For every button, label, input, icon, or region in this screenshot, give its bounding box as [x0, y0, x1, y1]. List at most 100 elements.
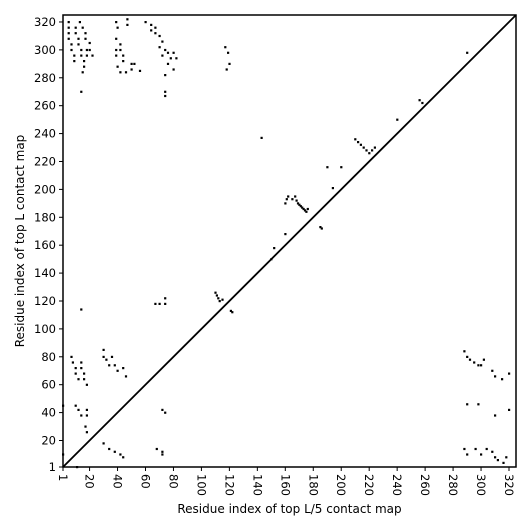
contact-point [494, 414, 497, 417]
contact-point [218, 300, 221, 303]
contact-point [85, 431, 88, 434]
contact-point [102, 442, 105, 445]
contact-point [477, 364, 480, 367]
contact-point [102, 355, 105, 358]
contact-point [77, 43, 80, 46]
contact-point [284, 233, 287, 236]
contact-point [466, 403, 469, 406]
contact-point [225, 68, 228, 71]
x-tick-label: 260 [418, 474, 432, 496]
contact-point [74, 372, 77, 375]
y-tick-label: 260 [34, 99, 56, 113]
contact-point [77, 378, 80, 381]
contact-point [260, 136, 263, 139]
y-tick-label: 40 [41, 406, 56, 420]
contact-point [319, 226, 322, 229]
contact-point [67, 26, 70, 29]
contact-point [150, 29, 153, 32]
contact-point [302, 207, 305, 211]
contact-point [70, 43, 73, 46]
contact-point [85, 54, 88, 57]
y-tick-label: 60 [41, 378, 56, 392]
contact-point [158, 302, 161, 305]
y-tick-label: 220 [34, 154, 56, 168]
contact-point [108, 447, 111, 451]
x-tick-label: 80 [166, 474, 180, 489]
contact-point [494, 456, 497, 459]
contact-point [67, 37, 70, 40]
contact-point [122, 367, 125, 370]
contact-points [62, 18, 511, 469]
contact-point [144, 21, 147, 24]
x-tick-label: 180 [306, 474, 320, 496]
contact-point [164, 90, 167, 93]
contact-point [119, 453, 122, 456]
contact-point [505, 456, 508, 459]
contact-point [85, 48, 88, 52]
y-tick-label: 300 [34, 43, 56, 57]
x-tick-label: 240 [390, 474, 404, 496]
contact-point [124, 71, 128, 74]
contact-point [138, 69, 142, 72]
contact-point [284, 202, 287, 205]
contact-point [285, 198, 288, 201]
contact-point [80, 367, 83, 370]
contact-point [164, 94, 167, 98]
contact-point [303, 209, 307, 212]
contact-point [78, 21, 81, 24]
contact-point [126, 23, 129, 26]
contact-point [88, 41, 91, 45]
contact-point [357, 141, 360, 144]
contact-point [91, 54, 94, 57]
contact-point [466, 355, 469, 358]
contact-point [418, 99, 421, 102]
contact-point [115, 48, 118, 52]
y-tick-label: 320 [34, 15, 56, 29]
x-axis-label: Residue index of top L/5 contact map [177, 502, 401, 516]
y-tick-label: 180 [34, 210, 56, 224]
contact-point [301, 206, 304, 209]
x-tick-label: 200 [334, 474, 348, 496]
y-tick-label: 240 [34, 127, 56, 141]
contact-point [108, 364, 111, 367]
contact-point [172, 68, 175, 71]
contact-point [115, 37, 118, 40]
contact-point [161, 54, 164, 57]
contact-point [482, 358, 485, 361]
contact-point [83, 60, 86, 63]
contact-point [74, 26, 77, 29]
contact-point [161, 450, 164, 453]
contact-point [154, 32, 157, 35]
contact-point [116, 65, 119, 68]
y-tick-label: 80 [41, 350, 56, 364]
contact-point [166, 51, 170, 54]
contact-point [83, 378, 86, 381]
contact-point [371, 149, 374, 152]
contact-point [340, 166, 343, 169]
x-tick-label: 160 [278, 474, 292, 496]
contact-point [468, 358, 472, 361]
contact-point [161, 453, 164, 456]
contact-point [331, 187, 334, 190]
contact-point [354, 138, 357, 141]
x-tick-label: 140 [250, 474, 264, 496]
contact-point [491, 450, 494, 453]
contact-point [485, 447, 488, 451]
x-tick-label: 1 [56, 474, 70, 481]
contact-point [368, 152, 371, 155]
contact-point [88, 48, 91, 52]
contact-point [130, 68, 133, 71]
y-tick-label: 200 [34, 182, 56, 196]
contact-point [85, 414, 88, 417]
contact-point [158, 34, 161, 38]
contact-point [67, 32, 70, 35]
contact-point [81, 26, 84, 29]
contact-point [166, 62, 170, 65]
contact-point [84, 37, 87, 40]
contact-point [154, 302, 157, 305]
contact-point [110, 355, 114, 358]
contact-point [164, 74, 167, 77]
contact-point [80, 308, 83, 311]
contact-point [150, 23, 153, 26]
